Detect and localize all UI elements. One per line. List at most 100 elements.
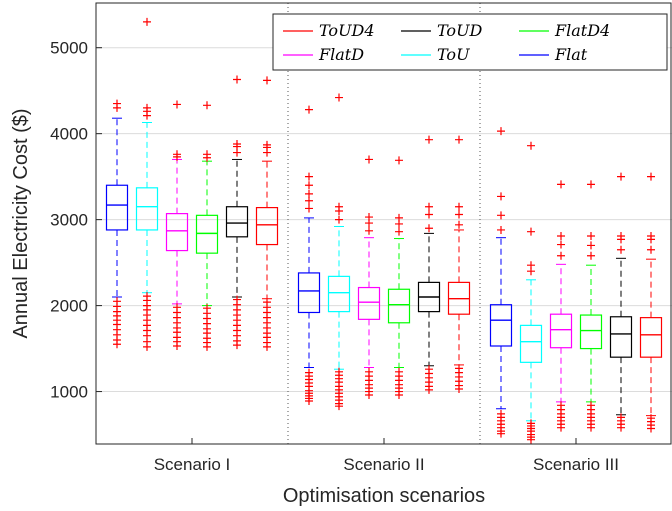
legend: ToUD4 ToUD FlatD4 FlatD ToU Flat — [272, 13, 668, 71]
outlier-marker — [455, 220, 463, 229]
box-ToUD-0 — [225, 75, 249, 350]
scenario-separators — [287, 3, 481, 444]
box-ToUD4-1 — [447, 135, 471, 393]
outlier-marker — [305, 196, 313, 205]
outlier-marker — [233, 139, 241, 148]
outlier-marker — [305, 204, 313, 213]
outlier-marker — [587, 423, 595, 432]
box-iqr — [549, 313, 573, 349]
legend-label-FlatD4: FlatD4 — [554, 21, 610, 40]
box-iqr — [327, 275, 351, 313]
box-iqr — [105, 184, 129, 231]
outlier-marker — [365, 226, 373, 235]
box-ToUD-2 — [609, 172, 633, 432]
outlier-marker — [113, 340, 121, 349]
outlier-marker — [455, 384, 463, 393]
outlier-marker — [617, 245, 625, 254]
outlier-marker — [497, 127, 505, 136]
box-iqr — [135, 187, 159, 231]
outlier-marker — [455, 202, 463, 211]
y-tick-label: 3000 — [50, 211, 88, 230]
y-axis-title: Annual Electricity Cost ($) — [10, 108, 32, 338]
outlier-marker — [497, 225, 505, 234]
box-iqr — [195, 214, 219, 254]
outlier-marker — [263, 342, 271, 351]
box-ToUD4-0 — [255, 76, 279, 351]
outlier-marker — [497, 211, 505, 220]
box-iqr — [489, 304, 513, 347]
y-tick-label: 2000 — [50, 297, 88, 316]
box-iqr — [579, 314, 603, 350]
outlier-marker — [527, 435, 535, 444]
outlier-marker — [557, 423, 565, 432]
outlier-marker — [143, 17, 151, 26]
outlier-marker — [647, 231, 655, 240]
legend-box — [272, 13, 668, 71]
box-ToU-1 — [327, 93, 351, 411]
outlier-marker — [305, 105, 313, 114]
box-ToUD-1 — [417, 135, 441, 394]
box-iqr — [255, 206, 279, 246]
outlier-marker — [335, 202, 343, 211]
outlier-marker — [395, 213, 403, 222]
x-tick-label: Scenario I — [154, 455, 231, 474]
outlier-marker — [203, 150, 211, 159]
box-iqr — [297, 272, 321, 314]
outlier-marker — [203, 342, 211, 351]
outlier-marker — [617, 231, 625, 240]
outlier-marker — [647, 424, 655, 433]
box-FlatD-1 — [357, 155, 381, 399]
outlier-marker — [557, 231, 565, 240]
y-axis-ticks: 1000 2000 3000 4000 5000 — [50, 39, 102, 402]
outlier-marker — [143, 342, 151, 351]
outlier-marker — [455, 210, 463, 219]
outlier-marker — [557, 251, 565, 260]
outlier-marker — [365, 155, 373, 164]
x-tick-label: Scenario II — [343, 455, 424, 474]
outlier-marker — [587, 180, 595, 189]
box-Flat-0 — [105, 99, 129, 349]
legend-label-ToU: ToU — [437, 45, 470, 64]
outlier-marker — [305, 189, 313, 198]
box-Flat-2 — [489, 127, 513, 438]
outlier-marker — [173, 100, 181, 109]
y-tick-label: 1000 — [50, 383, 88, 402]
outlier-marker — [395, 156, 403, 165]
box-iqr — [165, 213, 189, 252]
legend-label-FlatD: FlatD — [318, 45, 364, 64]
box-iqr — [387, 288, 411, 324]
outlier-marker — [497, 192, 505, 201]
outlier-marker — [203, 101, 211, 110]
outlier-marker — [425, 224, 433, 233]
box-iqr — [609, 316, 633, 358]
outlier-marker — [233, 75, 241, 84]
box-ToU-2 — [519, 141, 543, 444]
box-series — [105, 17, 663, 444]
outlier-marker — [527, 141, 535, 150]
outlier-marker — [557, 240, 565, 249]
x-tick-label: Scenario III — [533, 455, 619, 474]
outlier-marker — [233, 341, 241, 350]
outlier-marker — [305, 181, 313, 190]
outlier-marker — [263, 76, 271, 85]
outlier-marker — [647, 245, 655, 254]
y-tick-label: 4000 — [50, 125, 88, 144]
outlier-marker — [425, 385, 433, 394]
outlier-marker — [527, 227, 535, 236]
box-Flat-1 — [297, 105, 321, 406]
outlier-marker — [425, 210, 433, 219]
outlier-marker — [527, 261, 535, 270]
outlier-marker — [557, 180, 565, 189]
outlier-marker — [425, 202, 433, 211]
outlier-marker — [395, 227, 403, 236]
outlier-marker — [305, 397, 313, 406]
box-ToU-0 — [135, 17, 159, 351]
legend-label-ToUD: ToUD — [437, 21, 483, 40]
outlier-marker — [305, 172, 313, 181]
x-axis-ticks: Scenario I Scenario II Scenario III — [154, 438, 619, 474]
box-ToUD4-2 — [639, 172, 663, 433]
outlier-marker — [647, 172, 655, 181]
box-iqr — [519, 324, 543, 363]
